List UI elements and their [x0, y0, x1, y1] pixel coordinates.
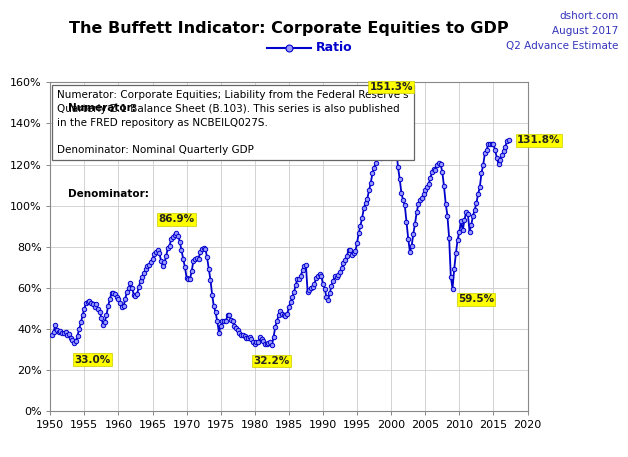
Text: dshort.com
August 2017
Q2 Advance Estimate: dshort.com August 2017 Q2 Advance Estima…: [506, 11, 619, 51]
Text: Ratio: Ratio: [316, 42, 352, 54]
Text: 151.3%: 151.3%: [369, 82, 413, 92]
Text: 33.0%: 33.0%: [74, 355, 111, 365]
Text: The Buffett Indicator: Corporate Equities to GDP: The Buffett Indicator: Corporate Equitie…: [69, 21, 509, 36]
Text: Denominator:: Denominator:: [68, 189, 149, 198]
Text: Numerator: Corporate Equities; Liability from the Federal Reserve's
Quarterly Z.: Numerator: Corporate Equities; Liability…: [57, 90, 409, 155]
Text: 32.2%: 32.2%: [254, 356, 290, 366]
Text: 131.8%: 131.8%: [517, 135, 561, 145]
Text: 86.9%: 86.9%: [158, 214, 195, 224]
Text: Numerator:: Numerator:: [68, 103, 136, 113]
Text: 59.5%: 59.5%: [458, 294, 494, 304]
